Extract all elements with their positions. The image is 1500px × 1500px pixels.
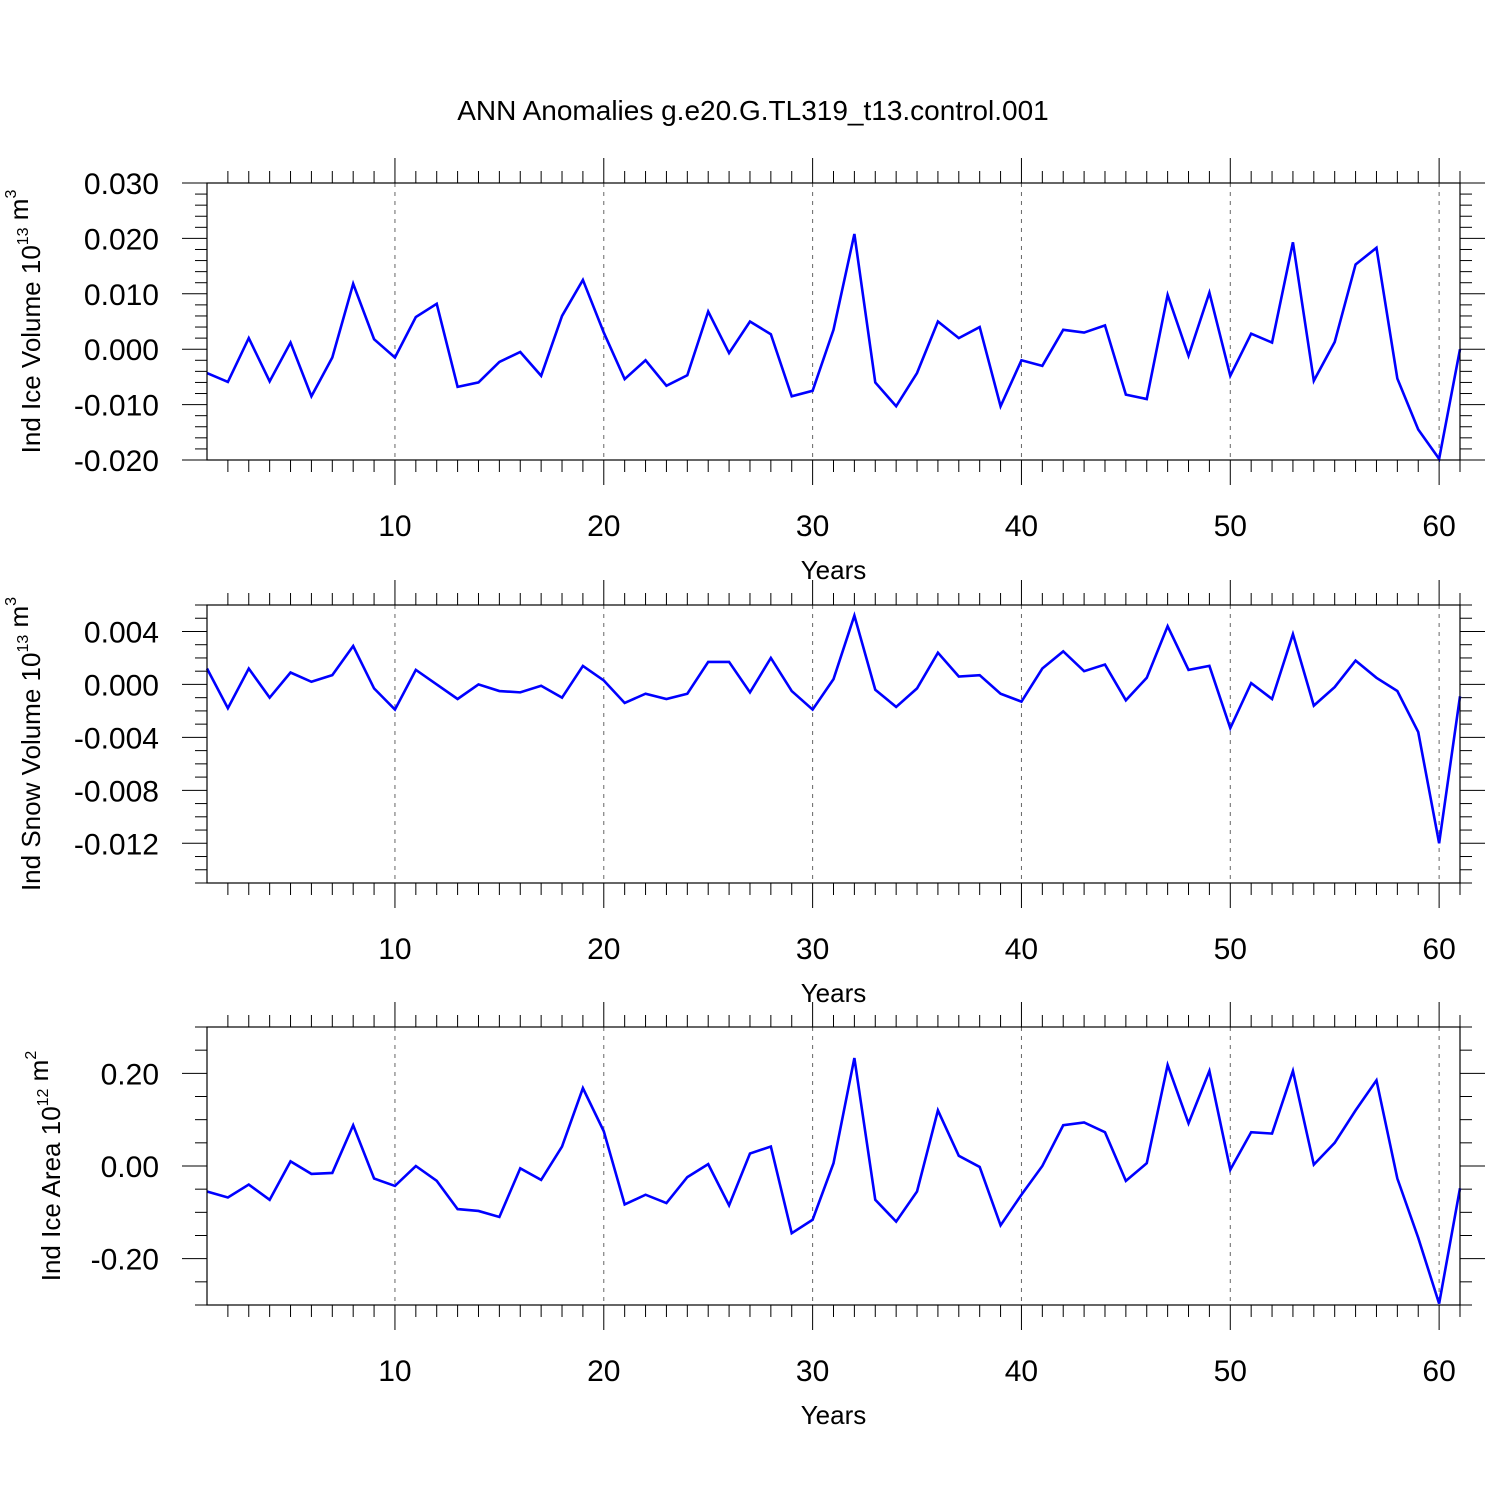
- x-axis-label: Years: [801, 555, 867, 585]
- y-tick-label: -0.004: [74, 722, 159, 755]
- y-axis-label-superscript: 13: [15, 635, 32, 653]
- y-tick-label: 0.004: [84, 616, 159, 649]
- plot-frame: [206, 1026, 1461, 1306]
- plot-frame: [206, 182, 1461, 461]
- y-axis-label-part: m: [24, 1060, 54, 1089]
- y-tick-label: 0.00: [101, 1151, 159, 1184]
- x-tick-label: 40: [1005, 933, 1038, 966]
- x-tick-label: 10: [378, 1355, 411, 1388]
- chart-title: ANN Anomalies g.e20.G.TL319_t13.control.…: [457, 95, 1048, 126]
- y-tick-label: -0.20: [91, 1244, 159, 1277]
- panel-2: -0.012 -0.008 -0.004 0.000 0.004 10 20 30 40 50 60…: [3, 580, 1485, 1008]
- panel-1: -0.020 -0.010 0.000 0.010 0.020 0.030 10 20 30 40…: [3, 158, 1485, 585]
- x-tick-label: 20: [587, 510, 620, 543]
- x-tick-label: 40: [1005, 1355, 1038, 1388]
- x-axis-label: Years: [801, 978, 867, 1008]
- y-tick-label: 0.000: [84, 669, 159, 702]
- x-tick-label: 60: [1422, 510, 1455, 543]
- y-axis-label: Ind Snow Volume 1013 m3: [3, 597, 46, 891]
- y-axis-label-superscript: 3: [3, 190, 20, 199]
- y-axis-label-part: Ind Ice Area 10: [36, 1106, 66, 1281]
- y-axis-label-part: Ind Ice Volume 10: [16, 245, 46, 453]
- y-axis-label-superscript: 3: [3, 597, 20, 606]
- y-tick-label: -0.012: [74, 828, 159, 861]
- y-tick-label: 0.20: [101, 1058, 159, 1091]
- x-tick-label: 50: [1214, 933, 1247, 966]
- y-tick-label: 0.030: [84, 168, 159, 201]
- y-axis-label: Ind Ice Area 1012 m2: [23, 1051, 66, 1282]
- x-tick-label: 30: [796, 933, 829, 966]
- y-tick-label: 0.000: [84, 334, 159, 367]
- series-line-1: [206, 233, 1462, 463]
- y-tick-label: -0.020: [74, 445, 159, 478]
- y-tick-label: -0.008: [74, 775, 159, 808]
- series-line-3: [206, 1057, 1462, 1305]
- y-axis-label: Ind Ice Volume 1013 m3: [3, 190, 46, 454]
- series-line-2: [205, 611, 1462, 844]
- y-tick-label: 0.010: [84, 279, 159, 312]
- x-tick-label: 50: [1214, 510, 1247, 543]
- y-tick-label: -0.010: [74, 390, 159, 423]
- x-tick-label: 30: [796, 1355, 829, 1388]
- y-axis-label-part: m: [4, 199, 34, 228]
- x-tick-label: 20: [587, 1355, 620, 1388]
- plot-frame: [206, 604, 1461, 884]
- y-axis-label-part: m: [4, 606, 34, 635]
- x-tick-label: 40: [1005, 510, 1038, 543]
- x-axis-label: Years: [801, 1400, 867, 1430]
- x-tick-label: 50: [1214, 1355, 1247, 1388]
- y-tick-label: 0.020: [84, 223, 159, 256]
- y-axis-label-superscript: 13: [15, 227, 32, 245]
- y-axis-label-part: Ind Snow Volume 10: [16, 653, 46, 892]
- x-tick-label: 30: [796, 510, 829, 543]
- panel-3: -0.20 0.00 0.20 10 20 30 40 50 60 Years Ind Ice Ar…: [23, 1002, 1485, 1430]
- x-tick-label: 10: [378, 933, 411, 966]
- x-tick-label: 20: [587, 933, 620, 966]
- y-axis-label-superscript: 12: [35, 1088, 52, 1106]
- x-tick-label: 60: [1422, 1355, 1455, 1388]
- x-tick-label: 60: [1422, 933, 1455, 966]
- chart-panels: -0.020 -0.010 0.000 0.010 0.020 0.030 10 20 30 40…: [3, 158, 1485, 1430]
- y-axis-label-superscript: 2: [23, 1051, 40, 1060]
- x-tick-label: 10: [378, 510, 411, 543]
